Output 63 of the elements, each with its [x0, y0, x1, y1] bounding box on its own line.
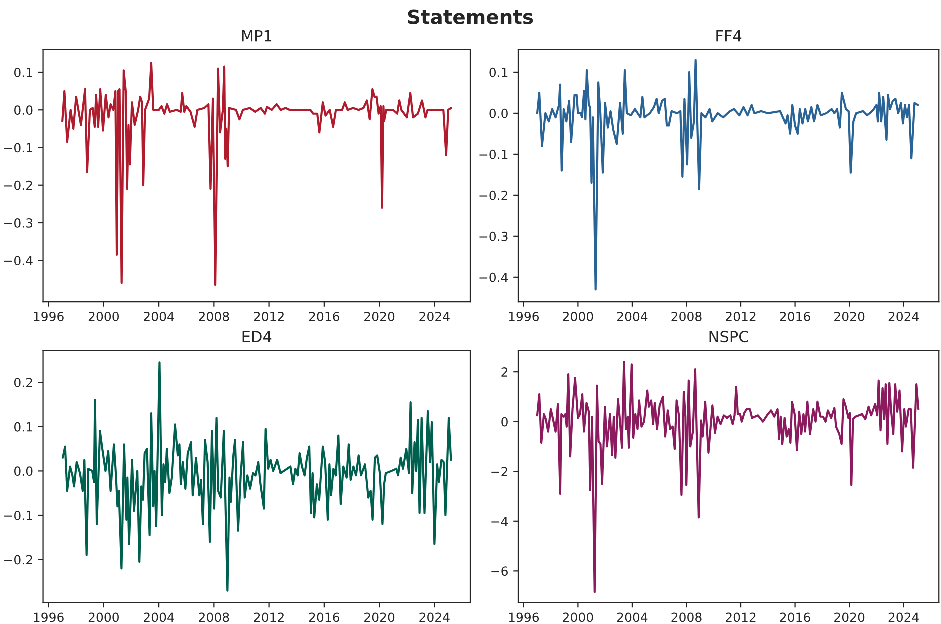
x-tick-label: 2020	[834, 612, 865, 622]
y-tick-label: −0.1	[4, 510, 32, 520]
x-tick-label: 2008	[672, 312, 702, 322]
x-tick-label: 2024	[888, 312, 920, 322]
x-tick-label: 2008	[672, 612, 702, 622]
y-tick-label: 0.1	[14, 68, 32, 78]
x-tick-label: 1996	[509, 312, 540, 322]
x-tick-label: 2016	[780, 612, 810, 622]
y-tick-label: −0.2	[480, 190, 508, 200]
x-tick-label: 2024	[888, 612, 920, 622]
y-tick-label: −0.3	[4, 218, 33, 228]
x-tick-label: 2008	[199, 612, 230, 622]
x-tick-label: 2004	[617, 612, 648, 622]
x-tick-label: 1996	[34, 312, 64, 322]
x-tick-label: 2020	[364, 612, 395, 622]
x-tick-label: 2012	[254, 612, 284, 622]
chart-title: MP1	[242, 30, 272, 42]
y-tick-label: −0.3	[480, 232, 508, 242]
y-tick-label: 0.2	[14, 378, 32, 388]
x-tick-label: 2024	[420, 612, 450, 622]
x-tick-label: 2000	[563, 612, 594, 622]
x-tick-label: 2000	[88, 312, 119, 322]
y-tick-label: 0.0	[14, 466, 33, 476]
y-tick-label: −0.4	[480, 272, 508, 282]
x-tick-label: 2016	[780, 312, 810, 322]
y-tick-label: −0.1	[4, 143, 32, 153]
y-tick-label: −6	[492, 566, 508, 576]
y-tick-label: −0.2	[4, 555, 32, 565]
x-tick-label: 2012	[726, 612, 756, 622]
line-series	[62, 62, 452, 286]
y-tick-label: −0.4	[4, 256, 33, 266]
chart-title: NSPC	[710, 331, 748, 343]
y-tick-label: 2	[502, 368, 508, 377]
chart-title: ED4	[242, 331, 272, 342]
y-tick-label: 0.0	[490, 108, 508, 118]
x-tick-label: 2008	[199, 312, 230, 322]
line-series	[536, 59, 920, 291]
chart-title: FF4	[716, 30, 742, 42]
line-series	[536, 361, 920, 594]
x-tick-label: 2012	[254, 312, 284, 322]
x-tick-label: 2020	[834, 312, 865, 322]
x-tick-label: 2016	[309, 312, 340, 322]
text: Statements	[408, 10, 534, 24]
x-tick-label: 2004	[617, 312, 648, 322]
y-tick-label: 0.0	[14, 106, 33, 116]
x-tick-label: 2004	[144, 312, 174, 322]
x-tick-label: 2016	[309, 612, 340, 622]
x-tick-label: 1996	[34, 612, 64, 622]
x-tick-label: 2004	[144, 612, 174, 622]
line-series	[62, 362, 452, 592]
x-tick-label: 2020	[364, 312, 395, 322]
y-tick-label: −2	[492, 467, 508, 476]
y-tick-label: −0.1	[480, 150, 508, 160]
x-tick-label: 2000	[88, 612, 119, 622]
x-tick-label: 2000	[563, 312, 594, 322]
x-tick-label: 1996	[509, 612, 540, 622]
y-tick-label: 0	[502, 417, 508, 427]
y-tick-label: −4	[492, 517, 508, 526]
x-tick-label: 2024	[420, 312, 450, 322]
x-tick-label: 2012	[726, 312, 756, 322]
y-tick-label: 0.1	[490, 68, 508, 78]
y-tick-label: −0.2	[4, 180, 32, 190]
y-tick-label: 0.1	[14, 422, 32, 432]
